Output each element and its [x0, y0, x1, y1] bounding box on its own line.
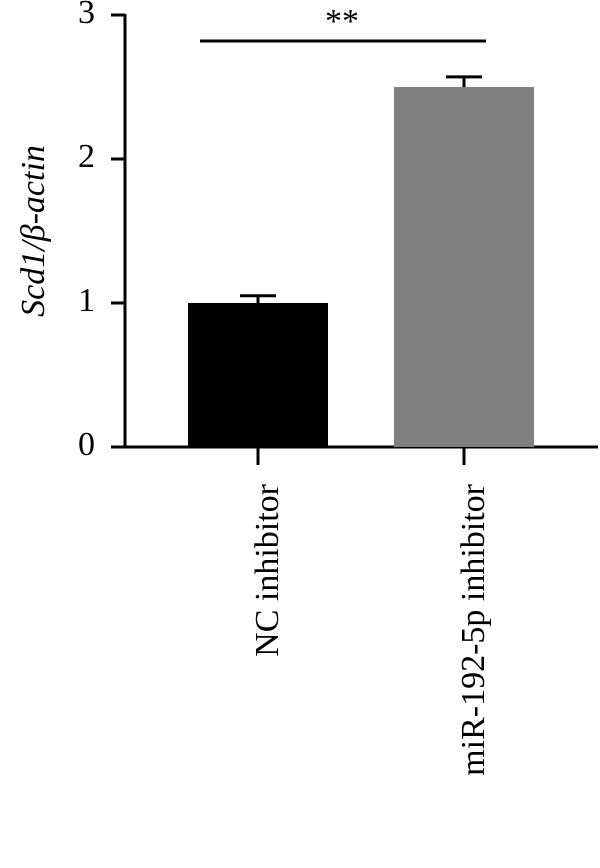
bar — [188, 303, 328, 447]
x-tick-label: miR-192-5p inhibitor — [455, 483, 492, 776]
y-tick-label: 3 — [78, 0, 95, 31]
bar — [394, 87, 534, 447]
significance-label: ** — [325, 3, 359, 40]
y-tick-label: 0 — [78, 426, 95, 463]
y-tick-label: 1 — [78, 282, 95, 319]
x-tick-label: NC inhibitor — [249, 483, 286, 657]
y-axis-label: Scd1/β-actin — [15, 145, 52, 317]
y-tick-label: 2 — [78, 138, 95, 175]
